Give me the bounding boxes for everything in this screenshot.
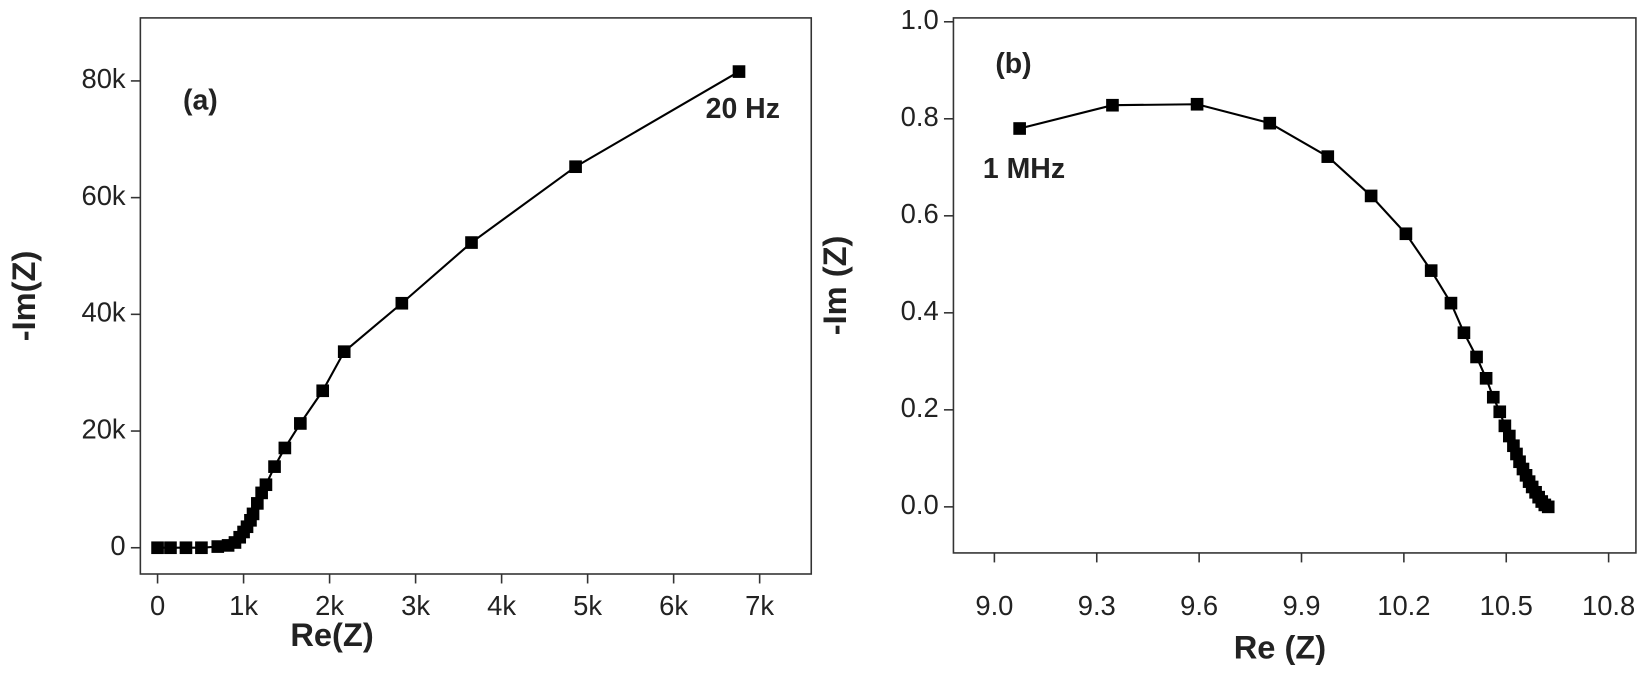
y-tick-label: 0.4 <box>901 295 939 326</box>
marker <box>268 460 281 473</box>
marker <box>1444 296 1458 310</box>
x-tick-label: 2k <box>315 590 344 621</box>
marker <box>1106 98 1119 112</box>
annotation: 1 MHz <box>983 153 1065 185</box>
marker <box>316 384 330 398</box>
marker <box>179 541 193 555</box>
marker <box>465 236 478 249</box>
marker <box>195 541 208 555</box>
marker <box>732 65 746 78</box>
x-tick-label: 10.5 <box>1480 590 1533 621</box>
y-tick-label: 0.8 <box>901 101 939 132</box>
marker <box>1190 97 1204 111</box>
marker <box>1424 264 1438 277</box>
marker <box>1457 326 1471 340</box>
y-axis-title: -Im(Z) <box>5 251 42 342</box>
marker <box>395 296 409 310</box>
marker <box>1498 419 1512 433</box>
marker <box>1364 189 1378 203</box>
x-tick-label: 5k <box>573 590 602 621</box>
x-tick-label: 1k <box>229 590 258 621</box>
marker <box>246 507 260 521</box>
x-tick-label: 9.6 <box>1180 590 1218 621</box>
x-axis-title: Re(Z) <box>290 616 373 653</box>
marker <box>1321 150 1335 163</box>
x-tick-label: 10.8 <box>1582 590 1635 621</box>
series-line <box>157 70 740 549</box>
plot-frame <box>139 17 813 575</box>
marker <box>1493 405 1507 419</box>
marker <box>1479 371 1493 385</box>
marker <box>164 541 177 555</box>
marker <box>1399 227 1413 241</box>
series-line <box>1019 103 1549 508</box>
y-tick-label: 0.2 <box>901 392 939 423</box>
y-tick-label: 20k <box>81 413 125 444</box>
y-axis-title: -Im (Z) <box>816 236 853 336</box>
marker <box>278 441 292 455</box>
annotation: 20 Hz <box>706 93 780 125</box>
marker <box>211 540 225 553</box>
marker <box>1502 429 1516 443</box>
x-tick-label: 9.3 <box>1078 590 1116 621</box>
x-tick-label: 7k <box>745 590 774 621</box>
y-tick-label: 0.6 <box>901 198 939 229</box>
y-tick-label: 1.0 <box>901 4 939 35</box>
y-tick-label: 40k <box>81 297 125 328</box>
marker <box>1541 500 1555 514</box>
marker <box>251 497 264 510</box>
x-tick-label: 6k <box>659 590 688 621</box>
plot-frame <box>952 17 1637 554</box>
x-tick-label: 0 <box>150 590 165 621</box>
marker <box>1486 390 1500 404</box>
annotation: (b) <box>995 48 1031 80</box>
marker <box>259 478 273 492</box>
y-tick-label: 0 <box>110 530 125 561</box>
y-tick-label: 60k <box>81 180 125 211</box>
x-tick-label: 9.9 <box>1282 590 1320 621</box>
x-tick-label: 3k <box>401 590 430 621</box>
marker <box>151 541 164 555</box>
marker <box>1263 116 1277 130</box>
marker <box>1013 122 1026 135</box>
marker <box>337 345 351 358</box>
x-axis-title: Re (Z) <box>1234 628 1326 665</box>
marker <box>569 160 582 174</box>
x-tick-label: 4k <box>487 590 516 621</box>
y-tick-label: 0.0 <box>901 489 939 520</box>
marker <box>1470 350 1483 364</box>
y-tick-label: 80k <box>81 63 125 94</box>
annotation: (a) <box>183 85 218 117</box>
marker <box>294 417 307 430</box>
x-tick-label: 9.0 <box>975 590 1013 621</box>
x-tick-label: 10.2 <box>1377 590 1430 621</box>
